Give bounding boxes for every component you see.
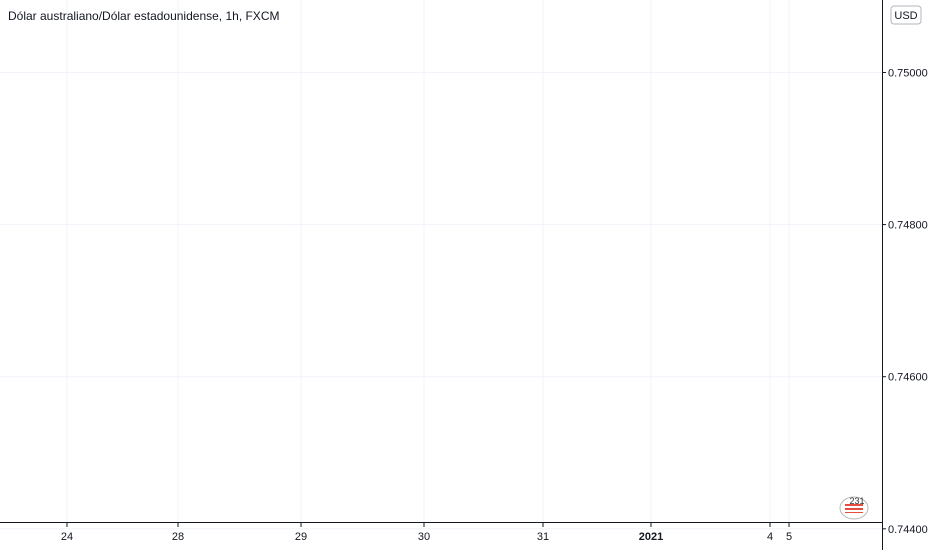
- x-tick-label: 30: [418, 531, 430, 543]
- y-tick-label: 0.74800: [888, 220, 928, 232]
- y-tick-label: 0.75000: [888, 67, 928, 79]
- flag-badge-icon[interactable]: 231: [839, 496, 869, 520]
- x-tick-label: 2021: [639, 531, 663, 543]
- x-tick-label: 5: [786, 531, 792, 543]
- y-tick-label: 0.74400: [888, 524, 928, 536]
- grid: [0, 0, 882, 530]
- time-axis[interactable]: 24 28 29 30 31 2021 4 5: [61, 522, 792, 543]
- currency-button[interactable]: USD: [890, 5, 922, 25]
- x-tick-label: 24: [61, 531, 73, 543]
- x-tick-label: 4: [767, 531, 773, 543]
- y-tick-label: 0.74600: [888, 372, 928, 384]
- badge-count: 231: [849, 496, 864, 506]
- currency-label: USD: [894, 10, 917, 22]
- chart-title: Dólar australiano/Dólar estadounidense, …: [8, 9, 279, 23]
- x-tick-label: 31: [537, 531, 549, 543]
- x-tick-label: 29: [295, 531, 307, 543]
- x-tick-label: 28: [172, 531, 184, 543]
